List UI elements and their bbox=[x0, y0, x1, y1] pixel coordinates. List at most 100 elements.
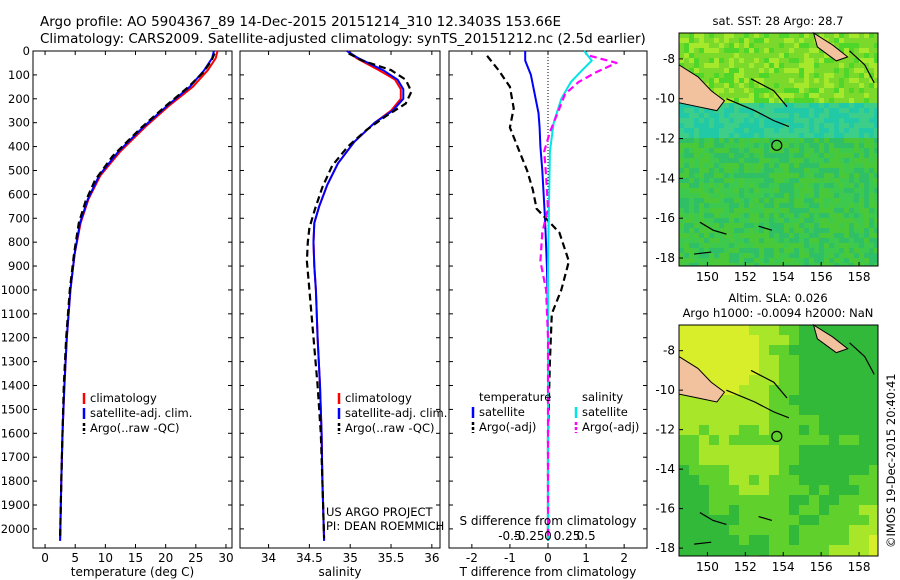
field-cell bbox=[779, 465, 789, 475]
field-cell bbox=[789, 73, 794, 78]
field-cell bbox=[834, 43, 839, 48]
field-cell bbox=[709, 525, 719, 535]
field-cell bbox=[689, 253, 694, 258]
field-cell bbox=[724, 248, 729, 253]
field-cell bbox=[809, 168, 814, 173]
field-cell bbox=[709, 253, 714, 258]
field-cell bbox=[764, 203, 769, 208]
field-cell bbox=[784, 78, 789, 83]
field-cell bbox=[719, 465, 729, 475]
field-cell bbox=[854, 83, 859, 88]
field-cell bbox=[799, 485, 809, 495]
field-cell bbox=[764, 228, 769, 233]
field-cell bbox=[699, 465, 709, 475]
field-cell bbox=[709, 445, 719, 455]
field-cell bbox=[874, 88, 878, 93]
field-cell bbox=[749, 183, 754, 188]
field-cell bbox=[779, 93, 784, 98]
field-cell bbox=[719, 385, 729, 395]
field-cell bbox=[774, 98, 779, 103]
field-cell bbox=[734, 103, 739, 108]
field-cell bbox=[834, 38, 839, 43]
field-cell bbox=[829, 218, 834, 223]
field-cell bbox=[739, 93, 744, 98]
field-cell bbox=[859, 193, 864, 198]
field-cell bbox=[764, 258, 769, 263]
field-cell bbox=[749, 38, 754, 43]
field-cell bbox=[869, 243, 874, 248]
field-cell bbox=[874, 183, 878, 188]
field-cell bbox=[869, 258, 874, 263]
field-cell bbox=[689, 263, 694, 266]
x-tick-label: 34 bbox=[261, 551, 276, 565]
field-cell bbox=[774, 33, 779, 38]
field-cell bbox=[849, 38, 854, 43]
field-cell bbox=[799, 258, 804, 263]
field-cell bbox=[684, 38, 689, 43]
x-tick-label: 5 bbox=[71, 551, 79, 565]
field-cell bbox=[784, 33, 789, 38]
field-cell bbox=[739, 375, 749, 385]
legend-label: Argo(..raw -QC) bbox=[90, 421, 180, 435]
field-cell bbox=[814, 113, 819, 118]
field-cell bbox=[834, 263, 839, 266]
field-cell bbox=[829, 88, 834, 93]
field-cell bbox=[854, 168, 859, 173]
field-cell bbox=[799, 93, 804, 98]
field-cell bbox=[859, 505, 869, 515]
field-cell bbox=[794, 133, 799, 138]
field-cell bbox=[739, 73, 744, 78]
field-cell bbox=[719, 535, 729, 545]
field-cell bbox=[684, 263, 689, 266]
field-cell bbox=[689, 133, 694, 138]
field-cell bbox=[704, 33, 709, 38]
legend-label: satellite bbox=[479, 405, 525, 419]
field-cell bbox=[819, 525, 829, 535]
field-cell bbox=[704, 168, 709, 173]
field-cell bbox=[829, 33, 834, 38]
field-cell bbox=[689, 158, 694, 163]
field-cell bbox=[709, 425, 719, 435]
field-cell bbox=[679, 108, 684, 113]
y-tick-label: -18 bbox=[655, 541, 675, 555]
field-cell bbox=[794, 253, 799, 258]
field-cell bbox=[684, 258, 689, 263]
field-cell bbox=[849, 238, 854, 243]
field-cell bbox=[779, 415, 789, 425]
field-cell bbox=[719, 103, 724, 108]
field-cell bbox=[859, 163, 864, 168]
field-cell bbox=[839, 385, 849, 395]
y-tick-label: 100 bbox=[8, 68, 30, 82]
field-cell bbox=[794, 258, 799, 263]
field-cell bbox=[759, 73, 764, 78]
field-cell bbox=[709, 163, 714, 168]
field-cell bbox=[744, 113, 749, 118]
field-cell bbox=[869, 103, 874, 108]
field-cell bbox=[839, 168, 844, 173]
field-cell bbox=[814, 248, 819, 253]
field-cell bbox=[684, 53, 689, 58]
field-cell bbox=[744, 188, 749, 193]
field-cell bbox=[679, 163, 684, 168]
field-cell bbox=[709, 238, 714, 243]
field-cell bbox=[679, 415, 689, 425]
field-cell bbox=[794, 213, 799, 218]
field-cell bbox=[744, 238, 749, 243]
field-cell bbox=[779, 118, 784, 123]
field-cell bbox=[749, 485, 759, 495]
field-cell bbox=[749, 188, 754, 193]
field-cell bbox=[709, 545, 719, 555]
field-cell bbox=[799, 495, 809, 505]
island-shape bbox=[812, 31, 849, 62]
field-cell bbox=[794, 78, 799, 83]
field-cell bbox=[854, 43, 859, 48]
field-cell bbox=[764, 58, 769, 63]
field-cell bbox=[759, 525, 769, 535]
field-cell bbox=[764, 78, 769, 83]
field-cell bbox=[839, 188, 844, 193]
field-cell bbox=[869, 178, 874, 183]
map-title: sat. SST: 28 Argo: 28.7 bbox=[713, 14, 844, 28]
field-cell bbox=[734, 48, 739, 53]
field-cell bbox=[769, 198, 774, 203]
legend-label: Argo(..raw -QC) bbox=[345, 421, 435, 435]
